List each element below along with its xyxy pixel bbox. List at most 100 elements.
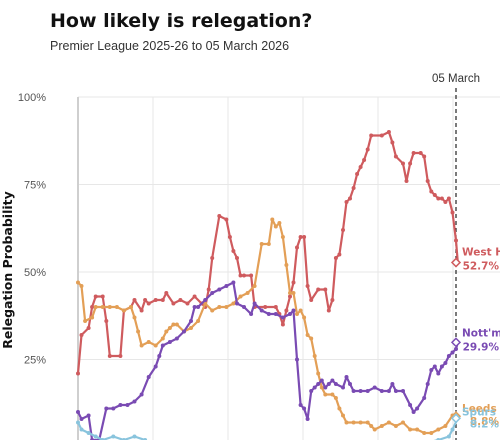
data-point [369, 133, 374, 138]
data-point [298, 403, 303, 407]
data-point [302, 406, 307, 411]
data-point [295, 245, 299, 250]
data-point [121, 308, 126, 313]
data-point [114, 305, 119, 309]
data-point [379, 424, 384, 428]
data-point [185, 301, 190, 306]
data-point [132, 298, 137, 302]
data-point [83, 319, 88, 323]
data-point [182, 329, 186, 334]
series-end-value: 29.9% [463, 341, 500, 353]
data-point [93, 434, 98, 439]
data-point [415, 406, 420, 411]
data-point [450, 350, 455, 355]
data-point [132, 434, 137, 439]
data-point [136, 329, 141, 334]
data-point [358, 420, 363, 425]
data-point [323, 385, 328, 390]
data-point [408, 161, 413, 166]
data-point [210, 308, 215, 313]
data-point [132, 399, 137, 404]
data-point [178, 298, 183, 302]
data-point [252, 284, 257, 288]
data-point [422, 154, 427, 159]
data-point [443, 424, 448, 428]
data-point [93, 305, 98, 309]
data-point [277, 221, 282, 225]
data-point [263, 305, 268, 309]
data-point [454, 347, 458, 351]
data-point [316, 287, 321, 292]
data-point [348, 382, 352, 386]
data-point [238, 294, 243, 299]
data-point [196, 305, 201, 309]
data-point [79, 333, 84, 337]
data-point [390, 140, 395, 145]
data-point [224, 284, 229, 288]
data-point [139, 343, 144, 348]
data-point [270, 217, 275, 222]
data-point [330, 392, 335, 397]
data-point [401, 420, 405, 425]
data-point [386, 389, 391, 393]
end-marker [450, 337, 462, 348]
series-end-value: 52.7% [463, 261, 500, 273]
data-point [167, 326, 172, 330]
data-point [143, 298, 148, 302]
data-point [337, 252, 342, 257]
data-point [224, 217, 229, 222]
data-point [288, 291, 292, 295]
data-point [432, 193, 437, 197]
data-point [330, 298, 335, 302]
data-point [443, 361, 448, 365]
data-point [189, 319, 193, 323]
data-point [379, 389, 384, 393]
data-point [436, 196, 441, 201]
data-point [93, 294, 98, 299]
data-point [365, 420, 370, 425]
data-point [446, 434, 451, 439]
data-point [238, 273, 243, 278]
data-point [90, 305, 95, 309]
data-point [355, 172, 360, 176]
data-point [90, 315, 95, 320]
data-point [146, 375, 151, 379]
data-point [146, 340, 151, 344]
data-point [326, 382, 331, 386]
data-point [365, 147, 370, 152]
data-point [79, 427, 84, 432]
data-point [379, 133, 384, 138]
data-point [337, 406, 342, 411]
data-point [280, 235, 285, 239]
data-point [146, 301, 151, 306]
data-point [273, 312, 278, 316]
data-point [203, 298, 208, 302]
data-point [171, 301, 176, 306]
data-point [288, 294, 292, 299]
data-point [235, 301, 239, 306]
data-point [153, 364, 158, 369]
data-point [196, 319, 201, 323]
data-point [425, 179, 430, 183]
data-point [404, 179, 409, 183]
series-end-name: Leeds Un [462, 403, 500, 415]
data-point [372, 385, 377, 390]
data-point [100, 294, 105, 299]
data-point [129, 305, 133, 309]
data-point [436, 371, 441, 376]
data-point [171, 322, 176, 327]
data-point [259, 242, 264, 246]
data-point [429, 189, 434, 194]
data-point [210, 291, 215, 295]
data-point [425, 382, 430, 386]
data-point [295, 357, 299, 362]
data-point [450, 427, 455, 432]
data-point [316, 371, 321, 376]
data-point [76, 410, 80, 414]
data-point [111, 406, 116, 411]
data-point [358, 165, 363, 169]
data-point [358, 389, 363, 393]
data-point [192, 294, 197, 299]
data-point [439, 196, 444, 201]
